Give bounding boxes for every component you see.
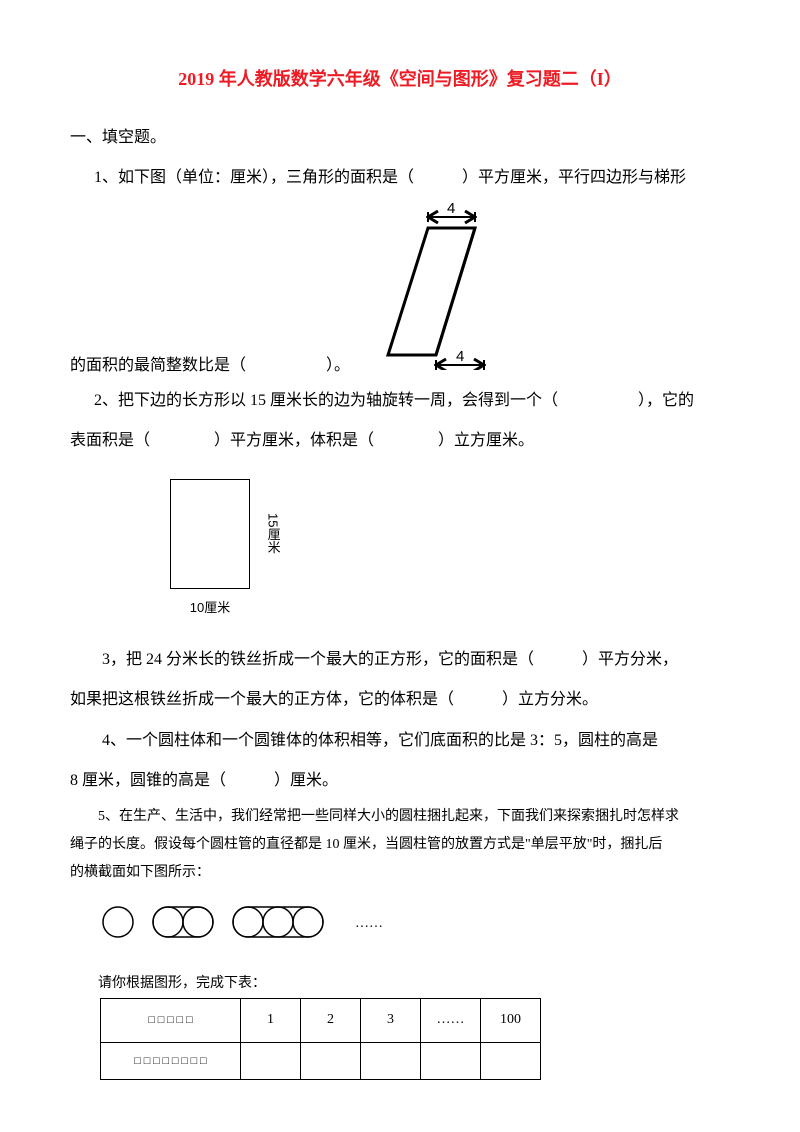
document-title: 2019 年人教版数学六年级《空间与图形》复习题二（I）: [70, 60, 730, 100]
question-5-part3: 的横截面如下图所示：: [70, 859, 730, 887]
table-cell: 2: [301, 999, 361, 1043]
question-3-part2: 如果把这根铁丝折成一个最大的正方体，它的体积是（ ）立方分米。: [70, 682, 730, 717]
table-row: □ □ □ □ □ □ □ □: [101, 1042, 541, 1079]
question-3-part1: 3，把 24 分米长的铁丝折成一个最大的正方形，它的面积是（ ）平方分米，: [70, 642, 730, 677]
table-cell: [361, 1042, 421, 1079]
question-5-part2: 绳子的长度。假设每个圆柱管的直径都是 10 厘米，当圆柱管的放置方式是"单层平放…: [70, 831, 730, 859]
parallelogram-figure: 4 4: [380, 200, 520, 383]
table-cell: [241, 1042, 301, 1079]
data-table: □ □ □ □ □ 1 2 3 …… 100 □ □ □ □ □ □ □ □: [100, 998, 541, 1080]
table-cell: 100: [481, 999, 541, 1043]
rectangle-figure: 15厘米 10厘米: [170, 479, 730, 623]
table-cell: 3: [361, 999, 421, 1043]
dots-label: ……: [355, 916, 383, 931]
question-2-part1: 2、把下边的长方形以 15 厘米长的边为轴旋转一周，会得到一个（ ），它的: [70, 383, 730, 418]
table-cell-label: □ □ □ □ □ □ □ □: [101, 1042, 241, 1079]
question-5-instruction: 请你根据图形，完成下表：: [70, 970, 730, 998]
question-4-part2: 8 厘米，圆锥的高是（ ）厘米。: [70, 763, 730, 798]
question-1-part1: 1、如下图（单位：厘米），三角形的面积是（ ）平方厘米，平行四边形与梯形: [70, 160, 730, 195]
question-2-part2: 表面积是（ ）平方厘米，体积是（ ）立方厘米。: [70, 423, 730, 458]
table-row: □ □ □ □ □ 1 2 3 …… 100: [101, 999, 541, 1043]
question-1-figure-row: 的面积的最简整数比是（ ）。 4 4: [70, 200, 730, 383]
table-cell: [301, 1042, 361, 1079]
question-1-part2: 的面积的最简整数比是（ ）。: [70, 348, 350, 383]
rect-height-label: 15厘米: [258, 513, 287, 553]
table-cell: ……: [421, 999, 481, 1043]
table-cell: [481, 1042, 541, 1079]
fig1-bottom-label: 4: [456, 348, 464, 365]
question-5-part1: 5、在生产、生活中，我们经常把一些同样大小的圆柱捆扎起来，下面我们来探索捆扎时怎…: [70, 803, 730, 831]
section-header: 一、填空题。: [70, 120, 730, 155]
fig1-top-label: 4: [447, 200, 455, 217]
table-cell: 1: [241, 999, 301, 1043]
rectangle-shape: [170, 479, 250, 589]
rect-width-label: 10厘米: [170, 594, 250, 623]
question-4-part1: 4、一个圆柱体和一个圆锥体的体积相等，它们底面积的比是 3：5，圆柱的高是: [70, 723, 730, 758]
circles-figure: ……: [100, 902, 730, 955]
table-cell-label: □ □ □ □ □: [101, 999, 241, 1043]
table-cell: [421, 1042, 481, 1079]
